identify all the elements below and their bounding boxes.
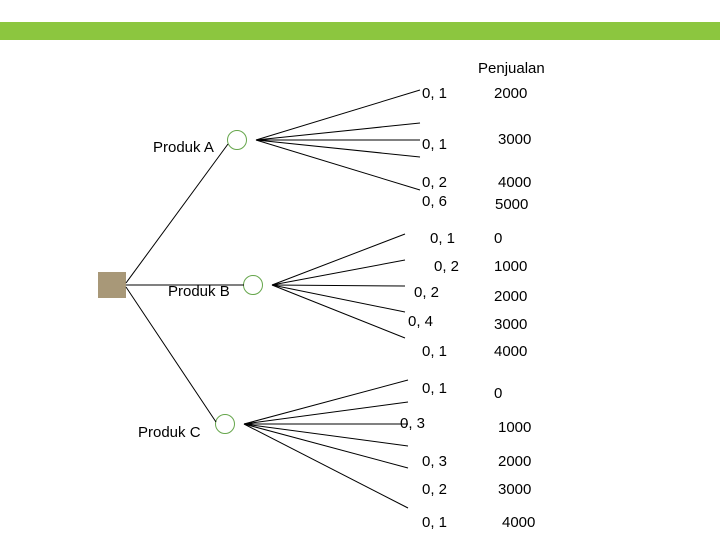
value-4: 0 — [494, 230, 502, 247]
product-a-node — [227, 130, 247, 150]
value-12: 3000 — [498, 481, 531, 498]
value-10: 1000 — [498, 419, 531, 436]
prob-5: 0, 2 — [434, 258, 459, 275]
tree-lines — [0, 0, 720, 540]
prob-0: 0, 1 — [422, 85, 447, 102]
value-7: 3000 — [494, 316, 527, 333]
value-2: 4000 — [498, 174, 531, 191]
prob-1: 0, 1 — [422, 136, 447, 153]
value-6: 2000 — [494, 288, 527, 305]
prob-12: 0, 2 — [422, 481, 447, 498]
prob-9: 0, 1 — [422, 380, 447, 397]
value-3: 5000 — [495, 196, 528, 213]
prob-10: 0, 3 — [400, 415, 425, 432]
prob-11: 0, 3 — [422, 453, 447, 470]
prob-8: 0, 1 — [422, 343, 447, 360]
header-penjualan: Penjualan — [478, 60, 545, 77]
prob-3: 0, 6 — [422, 193, 447, 210]
prob-6: 0, 2 — [414, 284, 439, 301]
value-13: 4000 — [502, 514, 535, 531]
root-node — [98, 272, 126, 298]
prob-4: 0, 1 — [430, 230, 455, 247]
prob-2: 0, 2 — [422, 174, 447, 191]
value-1: 3000 — [498, 131, 531, 148]
product-c-label: Produk C — [138, 424, 201, 441]
value-8: 4000 — [494, 343, 527, 360]
accent-bar — [0, 22, 720, 40]
value-5: 1000 — [494, 258, 527, 275]
product-c-node — [215, 414, 235, 434]
value-9: 0 — [494, 385, 502, 402]
value-0: 2000 — [494, 85, 527, 102]
prob-7: 0, 4 — [408, 313, 433, 330]
product-b-node — [243, 275, 263, 295]
product-a-label: Produk A — [153, 139, 214, 156]
prob-13: 0, 1 — [422, 514, 447, 531]
product-b-label: Produk B — [168, 283, 230, 300]
value-11: 2000 — [498, 453, 531, 470]
